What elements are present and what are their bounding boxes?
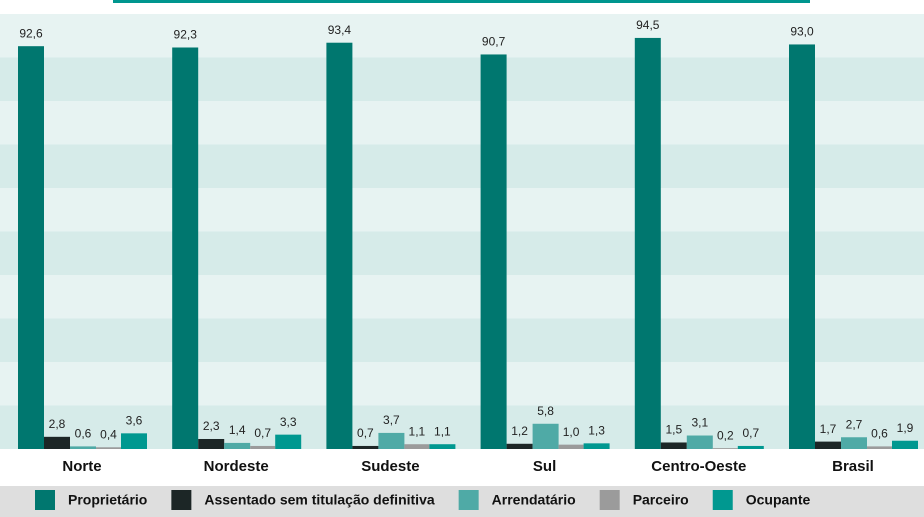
bar xyxy=(96,447,121,449)
bar xyxy=(352,445,379,449)
value-label: 90,7 xyxy=(482,35,506,49)
stripe xyxy=(0,101,924,145)
x-tick-label: Norte xyxy=(62,458,101,475)
legend-label: Assentado sem titulação definitiva xyxy=(204,492,434,508)
value-label: 3,1 xyxy=(691,416,708,430)
bar xyxy=(18,46,44,449)
value-label: 1,0 xyxy=(563,425,580,439)
bar xyxy=(660,442,687,449)
value-label: 0,7 xyxy=(254,426,271,440)
legend-swatch xyxy=(599,490,620,510)
stripe xyxy=(0,362,924,406)
bar xyxy=(841,437,867,449)
bar xyxy=(737,445,764,449)
value-label: 1,1 xyxy=(434,424,451,438)
value-label: 1,9 xyxy=(897,421,914,435)
bar xyxy=(634,37,661,450)
value-label: 1,1 xyxy=(409,424,426,438)
value-label: 3,6 xyxy=(126,414,143,428)
x-tick-label: Nordeste xyxy=(204,458,269,475)
bar xyxy=(326,42,353,450)
value-label: 1,3 xyxy=(588,424,605,438)
bar xyxy=(172,47,199,450)
bar xyxy=(583,443,610,449)
legend-label: Ocupante xyxy=(746,492,811,508)
value-label: 94,5 xyxy=(636,18,660,32)
legend-swatch xyxy=(458,490,479,510)
stripe xyxy=(0,275,924,319)
x-tick-label: Brasil xyxy=(832,458,874,475)
legend-label: Proprietário xyxy=(68,492,147,508)
value-label: 1,7 xyxy=(820,422,837,436)
bar xyxy=(892,440,918,449)
value-label: 2,8 xyxy=(49,417,66,431)
stripe xyxy=(0,57,924,101)
bar xyxy=(44,436,70,449)
value-label: 0,7 xyxy=(742,426,759,440)
value-label: 3,7 xyxy=(383,413,400,427)
bar xyxy=(378,432,405,449)
bar xyxy=(480,54,507,450)
bar xyxy=(532,423,559,449)
bar xyxy=(121,433,147,449)
bar xyxy=(867,446,892,449)
bar xyxy=(70,446,96,449)
x-tick-label: Sudeste xyxy=(361,458,419,475)
x-tick-label: Centro-Oeste xyxy=(651,458,746,475)
value-label: 2,3 xyxy=(203,419,220,433)
value-label: 0,6 xyxy=(75,427,92,441)
legend-label: Parceiro xyxy=(633,492,689,508)
bar xyxy=(275,434,302,449)
top-rule xyxy=(113,0,810,3)
value-label: 3,3 xyxy=(280,415,297,429)
bar xyxy=(558,444,584,449)
bar xyxy=(506,443,533,449)
bar xyxy=(198,438,225,449)
bar xyxy=(224,442,251,449)
value-label: 1,5 xyxy=(665,423,682,437)
bar xyxy=(429,444,456,449)
value-label: 0,2 xyxy=(717,428,734,442)
legend-label: Arrendatário xyxy=(492,492,576,508)
bar xyxy=(789,44,815,449)
legend-swatch xyxy=(171,490,192,510)
value-label: 5,8 xyxy=(537,404,554,418)
value-label: 1,4 xyxy=(229,423,246,437)
bar xyxy=(250,445,276,449)
bar xyxy=(404,444,430,449)
bar xyxy=(712,448,738,449)
legend-swatch xyxy=(712,490,733,510)
bar xyxy=(815,441,841,449)
value-label: 93,4 xyxy=(328,23,352,37)
bar xyxy=(686,435,713,449)
legend-swatch xyxy=(35,490,55,510)
stripe xyxy=(0,231,924,275)
value-label: 1,2 xyxy=(511,424,528,438)
value-label: 2,7 xyxy=(846,417,863,431)
x-tick-label: Sul xyxy=(533,458,556,475)
value-label: 92,3 xyxy=(174,28,198,42)
stripe xyxy=(0,318,924,362)
value-label: 0,6 xyxy=(871,427,888,441)
value-label: 92,6 xyxy=(19,26,43,40)
stripe xyxy=(0,188,924,232)
stripe xyxy=(0,144,924,188)
stripe xyxy=(0,405,924,449)
value-label: 0,4 xyxy=(100,427,117,441)
value-label: 93,0 xyxy=(790,25,814,39)
plot-background xyxy=(0,14,924,449)
value-label: 0,7 xyxy=(357,426,374,440)
stripe xyxy=(0,14,924,58)
